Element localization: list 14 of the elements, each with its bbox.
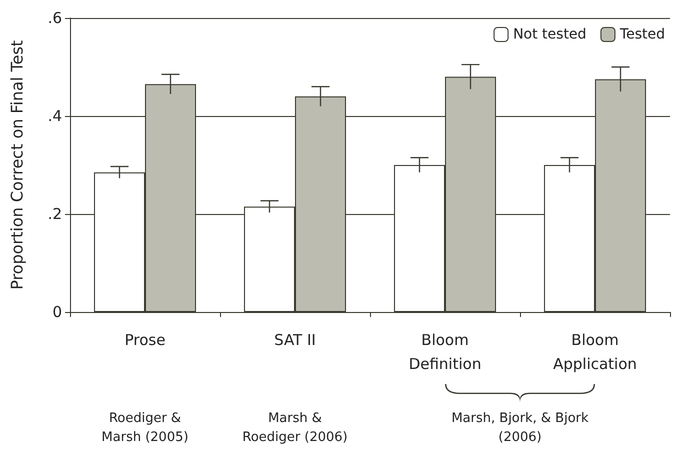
y-tick-label: 0 [52,303,62,321]
text: Roediger & Marsh (2005) [102,411,188,445]
x-tick-label: Bloom Definition [408,331,482,373]
text: Marsh & Roediger (2006) [242,411,348,445]
x-tick-label: Bloom Application [553,331,637,373]
y-axis-title: Proportion Correct on Final Test [8,40,26,290]
x-tick-label: SAT II [274,331,316,349]
legend-label: Not tested [513,26,586,42]
y-tick-label: .6 [48,9,62,27]
y-tick-label: .4 [48,107,62,125]
legend-label: Tested [618,26,666,42]
y-tick-label: .2 [48,205,62,223]
text: Marsh, Bjork, & Bjork (2006) [451,411,589,445]
x-tick-label: Prose [124,331,166,349]
